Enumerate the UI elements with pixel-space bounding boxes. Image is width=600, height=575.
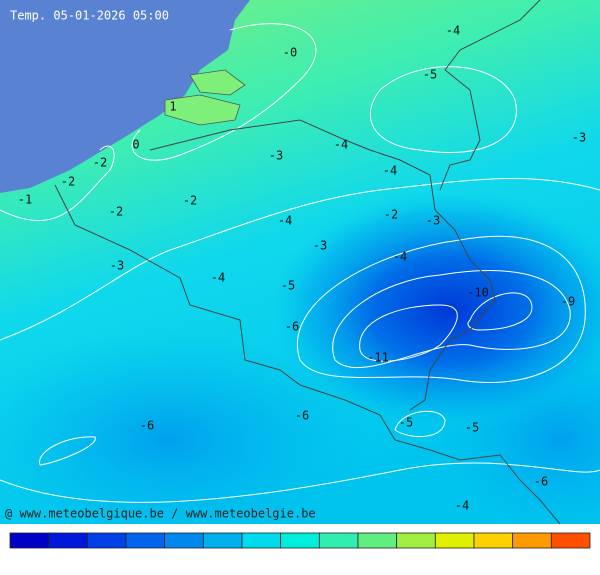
contour-label: -2 bbox=[384, 208, 398, 222]
contour-label: -11 bbox=[367, 351, 389, 365]
contour-label: -4 bbox=[446, 24, 460, 38]
contour-label: -5 bbox=[423, 68, 437, 82]
contour-label: -6 bbox=[295, 409, 309, 423]
contour-label: -4 bbox=[393, 250, 407, 264]
contour-label: -3 bbox=[313, 239, 327, 253]
contour-label: -2 bbox=[93, 156, 107, 170]
map-area: Temp. 05-01-2026 05:00 @ www.meteobelgiq… bbox=[0, 0, 600, 550]
contour-label: -3 bbox=[572, 131, 586, 145]
scale-swatch bbox=[164, 532, 204, 549]
map-title: Temp. 05-01-2026 05:00 bbox=[10, 9, 169, 23]
contour-label: -3 bbox=[426, 214, 440, 228]
contour-label: -4 bbox=[334, 138, 348, 152]
color-scale bbox=[9, 532, 591, 549]
scale-swatch bbox=[318, 532, 359, 549]
isotherms bbox=[0, 23, 600, 503]
contour-label: -4 bbox=[383, 164, 397, 178]
borders bbox=[54, 0, 561, 525]
contour-label: -4 bbox=[211, 271, 225, 285]
scale-swatch bbox=[202, 532, 243, 549]
contour-label: 1 bbox=[169, 100, 176, 114]
contour-labels: -0 -4 -5 1 0 -3 -4 -3 -2 -4 -2 -1 -2 -2 -4 -2 -3 -3 -4 -3 -4… bbox=[18, 24, 586, 513]
scale-swatch bbox=[48, 532, 88, 549]
contour-label: -4 bbox=[455, 499, 469, 513]
scale-swatch bbox=[434, 532, 475, 549]
scale-swatch bbox=[86, 532, 127, 549]
sea bbox=[0, 0, 250, 193]
contour-label: -4 bbox=[278, 214, 292, 228]
scale-swatch bbox=[241, 532, 282, 549]
legend-background bbox=[0, 524, 600, 575]
contour-label: -3 bbox=[110, 259, 124, 273]
contour-label: -2 bbox=[61, 175, 75, 189]
scale-swatch bbox=[550, 532, 591, 549]
contour-label: -5 bbox=[399, 416, 413, 430]
scale-swatch bbox=[473, 532, 514, 549]
cool-zone bbox=[0, 330, 370, 550]
contour-label: -1 bbox=[18, 193, 32, 207]
scale-swatch bbox=[357, 532, 398, 549]
contour-label: -2 bbox=[109, 205, 123, 219]
credit: @ www.meteobelgique.be / www.meteobelgie… bbox=[5, 507, 316, 521]
scale-swatch bbox=[396, 532, 436, 549]
contour-label: -2 bbox=[183, 194, 197, 208]
contour-label: -6 bbox=[285, 320, 299, 334]
scale-swatch bbox=[280, 532, 320, 549]
contour-label: -5 bbox=[281, 279, 295, 293]
contour-label: -9 bbox=[561, 295, 575, 309]
scale-swatch bbox=[9, 532, 50, 549]
contour-label: -3 bbox=[269, 149, 283, 163]
contour-label: 0 bbox=[132, 138, 139, 152]
islands bbox=[164, 69, 246, 126]
contour-label: -6 bbox=[534, 475, 548, 489]
cold-zone bbox=[270, 190, 600, 430]
contour-label: -6 bbox=[140, 419, 154, 433]
scale-swatch bbox=[512, 532, 552, 549]
scale-swatch bbox=[125, 532, 166, 549]
contour-label: -0 bbox=[283, 46, 297, 60]
contour-label: -5 bbox=[465, 421, 479, 435]
contour-label: -10 bbox=[467, 286, 489, 300]
